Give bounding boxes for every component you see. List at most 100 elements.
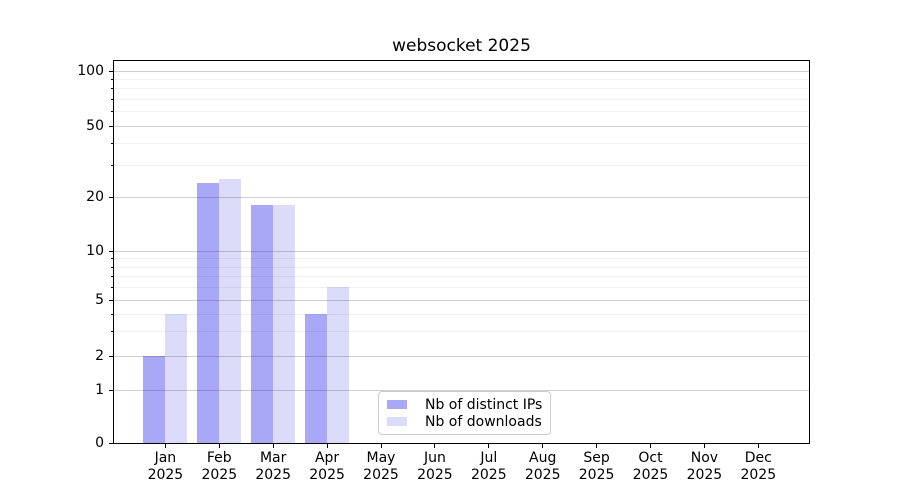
- gridline-major: [113, 389, 810, 391]
- bar-distinct-ips: [143, 356, 166, 444]
- bar-downloads: [327, 287, 350, 444]
- x-tick-label: Aug 2025: [515, 450, 571, 484]
- gridline-major: [113, 70, 810, 72]
- gridline-minor: [113, 88, 810, 90]
- x-tick-label-month: Aug: [529, 450, 557, 466]
- gridline-major: [113, 125, 810, 127]
- gridline-minor: [113, 276, 810, 278]
- y-tick-label: 20: [86, 188, 104, 205]
- x-tick: [434, 444, 436, 448]
- y-minor-tick: [110, 88, 113, 90]
- x-tick: [488, 444, 490, 448]
- y-minor-tick: [110, 313, 113, 315]
- bar-downloads: [165, 313, 188, 444]
- x-tick: [650, 444, 651, 448]
- gridline-minor: [113, 287, 810, 289]
- x-tick-label: Oct 2025: [623, 450, 679, 484]
- legend-item: Nb of downloads: [387, 414, 542, 430]
- y-minor-tick: [110, 287, 113, 289]
- y-minor-tick: [110, 165, 113, 167]
- bar-downloads: [219, 179, 242, 444]
- grid-layer: [113, 60, 810, 444]
- y-tick: [109, 300, 113, 301]
- x-tick-label-month: Apr: [314, 450, 340, 466]
- x-tick-label-month: Sep: [583, 450, 610, 466]
- x-tick-label-year: 2025: [740, 467, 777, 483]
- legend-swatch: [387, 400, 407, 409]
- y-tick: [109, 389, 113, 391]
- gridline-minor: [113, 331, 810, 333]
- x-tick: [380, 444, 382, 448]
- y-minor-tick: [110, 331, 113, 333]
- x-tick-label: Nov 2025: [676, 450, 732, 484]
- gridline-minor: [113, 142, 810, 144]
- y-minor-tick: [110, 258, 113, 260]
- y-tick: [109, 356, 113, 358]
- x-tick-label-month: Nov: [690, 450, 719, 466]
- bar-downloads: [273, 204, 296, 444]
- x-tick: [703, 444, 705, 448]
- legend: Nb of distinct IPs Nb of downloads: [378, 391, 551, 435]
- x-tick-label-month: Feb: [206, 450, 232, 466]
- y-minor-tick: [110, 79, 113, 81]
- y-minor-tick: [110, 276, 113, 278]
- chart-title: websocket 2025: [392, 36, 531, 56]
- x-tick: [272, 444, 274, 448]
- y-tick: [109, 70, 113, 72]
- y-tick-label: 0: [95, 435, 104, 452]
- x-tick-label-month: May: [366, 450, 396, 466]
- bars-layer: [113, 60, 810, 444]
- x-tick-label-month: Jan: [154, 450, 177, 466]
- x-tick-label-month: Jun: [423, 450, 446, 466]
- y-minor-tick: [110, 142, 113, 144]
- x-tick-label-year: 2025: [255, 467, 291, 483]
- x-tick-label-year: 2025: [524, 467, 561, 483]
- bar-distinct-ips: [197, 182, 220, 444]
- y-tick: [109, 443, 113, 445]
- x-tick-label-month: Mar: [259, 450, 287, 466]
- y-minor-tick: [110, 111, 113, 113]
- x-tick-label-year: 2025: [363, 467, 399, 483]
- gridline-minor: [113, 99, 810, 100]
- x-tick-label: Dec 2025: [730, 450, 786, 484]
- legend-swatch: [387, 417, 407, 426]
- plot-area: [113, 60, 810, 444]
- x-tick-label-month: Oct: [638, 450, 663, 466]
- x-tick-label-year: 2025: [632, 467, 669, 483]
- y-tick: [109, 196, 113, 198]
- y-tick: [109, 250, 113, 252]
- x-tick-label: Sep 2025: [569, 450, 625, 484]
- gridline-minor: [113, 79, 810, 81]
- x-tick-label: Feb 2025: [191, 450, 247, 484]
- y-tick: [109, 125, 113, 127]
- x-tick-label: Mar 2025: [245, 450, 301, 484]
- gridline-minor: [113, 165, 810, 167]
- gridline-major: [113, 356, 810, 358]
- x-tick-label: May 2025: [353, 450, 409, 484]
- legend-label: Nb of downloads: [425, 413, 542, 430]
- legend-label: Nb of distinct IPs: [425, 396, 543, 413]
- y-tick-label: 100: [77, 62, 104, 79]
- y-tick-label: 10: [86, 242, 104, 259]
- gridline-major: [113, 300, 810, 301]
- y-tick-label: 2: [95, 348, 104, 365]
- gridline-minor: [113, 258, 810, 260]
- x-tick: [326, 444, 328, 448]
- x-tick-label: Apr 2025: [299, 450, 355, 484]
- gridline-minor: [113, 313, 810, 315]
- y-minor-tick: [110, 99, 113, 100]
- x-tick-label-year: 2025: [578, 467, 615, 483]
- x-tick-label: Jan 2025: [137, 450, 193, 484]
- x-tick: [596, 444, 598, 448]
- y-minor-tick: [110, 266, 113, 268]
- x-tick: [164, 444, 166, 448]
- y-tick-label: 50: [86, 117, 104, 134]
- x-tick-label-year: 2025: [470, 467, 507, 483]
- x-tick-label: Jul 2025: [461, 450, 517, 484]
- y-tick-label: 1: [95, 381, 104, 398]
- x-tick: [218, 444, 220, 448]
- x-tick-label-year: 2025: [309, 467, 345, 483]
- gridline-major: [113, 196, 810, 198]
- gridline-minor: [113, 266, 810, 268]
- x-tick-label-year: 2025: [201, 467, 238, 483]
